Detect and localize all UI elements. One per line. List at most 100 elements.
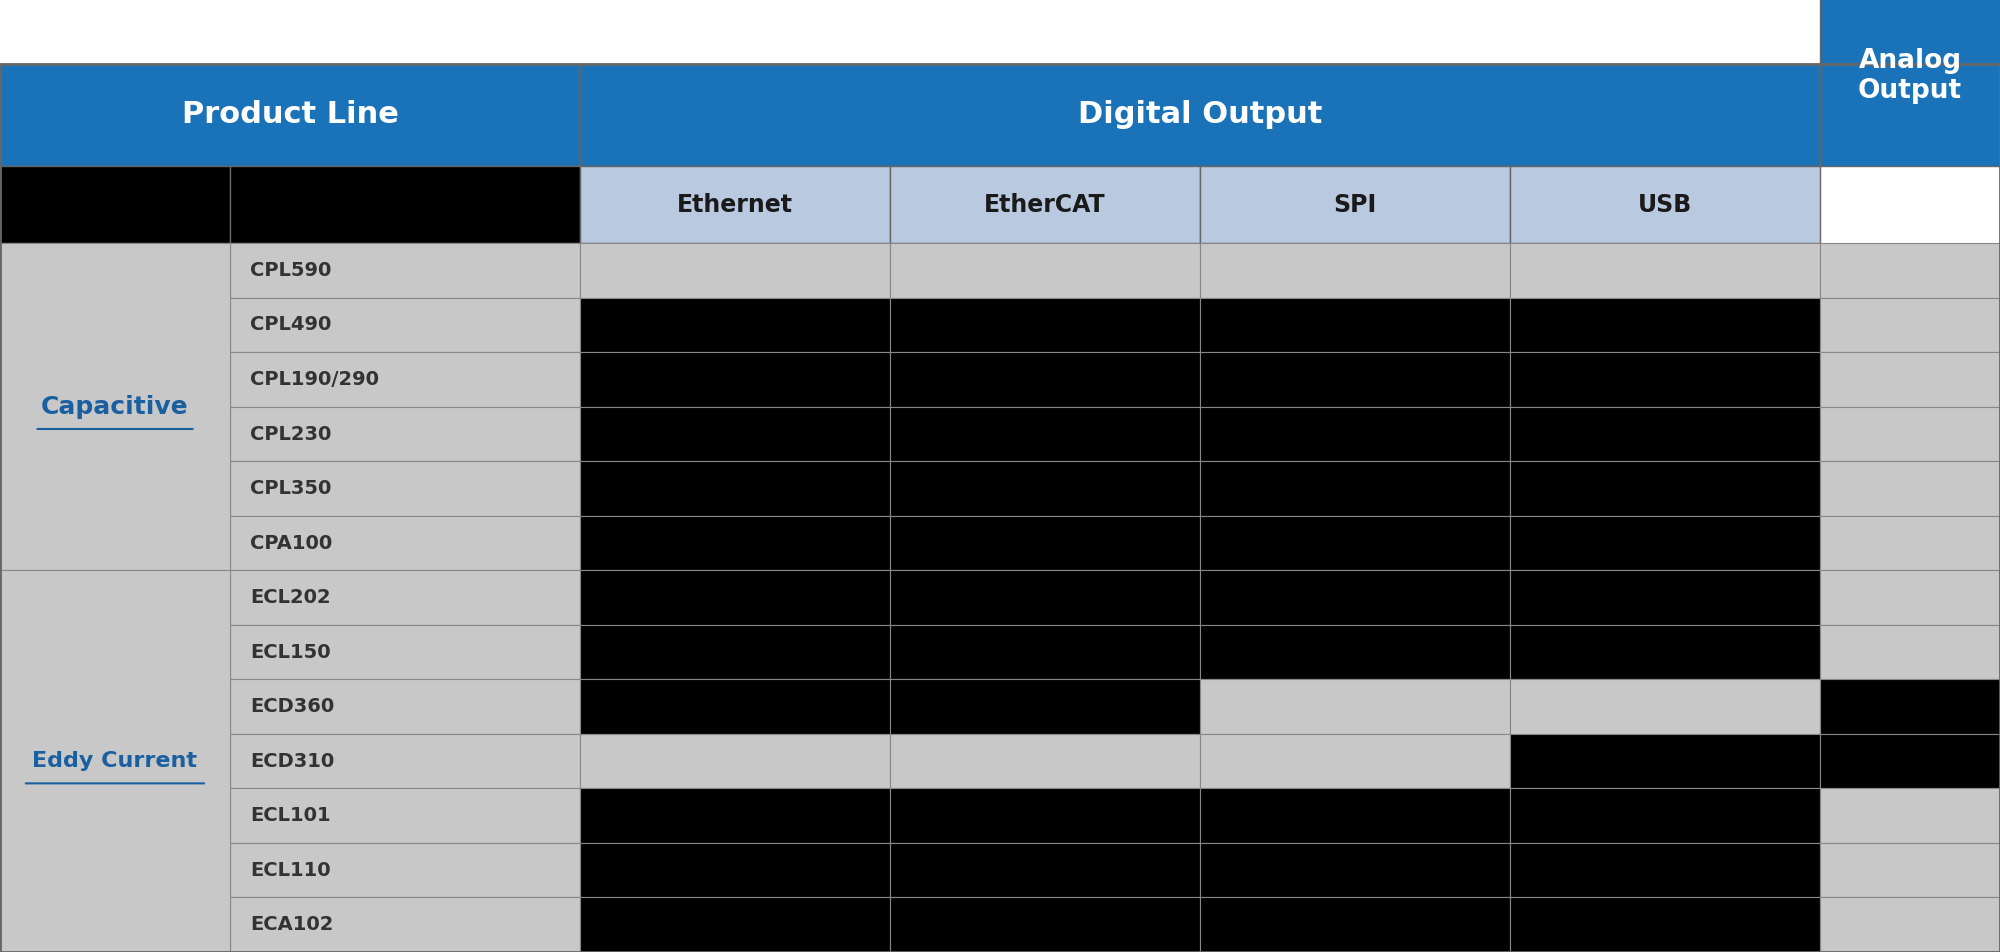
FancyBboxPatch shape [1200,298,1510,352]
FancyBboxPatch shape [1510,352,1820,407]
Text: CPL190/290: CPL190/290 [250,370,380,389]
FancyBboxPatch shape [890,298,1200,352]
Text: Ethernet: Ethernet [676,192,792,216]
FancyBboxPatch shape [580,680,890,734]
FancyBboxPatch shape [1820,352,2000,407]
Text: SPI: SPI [1334,192,1376,216]
Text: Product Line: Product Line [182,100,398,129]
FancyBboxPatch shape [1200,788,1510,843]
FancyBboxPatch shape [1510,625,1820,680]
Text: ECA102: ECA102 [250,915,334,934]
FancyBboxPatch shape [890,570,1200,625]
FancyBboxPatch shape [230,516,580,570]
FancyBboxPatch shape [580,788,890,843]
FancyBboxPatch shape [1820,734,2000,788]
Text: Analog
Output: Analog Output [1858,49,1962,104]
FancyBboxPatch shape [230,298,580,352]
FancyBboxPatch shape [1200,570,1510,625]
FancyBboxPatch shape [580,898,890,952]
Text: CPL590: CPL590 [250,261,332,280]
FancyBboxPatch shape [1820,898,2000,952]
FancyBboxPatch shape [1200,462,1510,516]
FancyBboxPatch shape [1820,570,2000,625]
FancyBboxPatch shape [1200,625,1510,680]
FancyBboxPatch shape [0,64,580,166]
FancyBboxPatch shape [1200,843,1510,898]
Text: CPL350: CPL350 [250,479,332,498]
Text: ECL110: ECL110 [250,861,330,880]
Text: USB: USB [1638,192,1692,216]
FancyBboxPatch shape [890,462,1200,516]
FancyBboxPatch shape [580,166,890,243]
FancyBboxPatch shape [230,352,580,407]
FancyBboxPatch shape [1200,898,1510,952]
FancyBboxPatch shape [890,788,1200,843]
FancyBboxPatch shape [230,625,580,680]
FancyBboxPatch shape [1510,680,1820,734]
FancyBboxPatch shape [1510,898,1820,952]
FancyBboxPatch shape [1820,243,2000,298]
FancyBboxPatch shape [1820,462,2000,516]
Text: CPA100: CPA100 [250,533,332,552]
FancyBboxPatch shape [1820,625,2000,680]
FancyBboxPatch shape [1200,734,1510,788]
FancyBboxPatch shape [890,843,1200,898]
FancyBboxPatch shape [230,462,580,516]
FancyBboxPatch shape [890,166,1200,243]
FancyBboxPatch shape [890,243,1200,298]
FancyBboxPatch shape [1200,243,1510,298]
Text: ECL101: ECL101 [250,806,330,825]
FancyBboxPatch shape [0,570,230,952]
FancyBboxPatch shape [580,243,890,298]
FancyBboxPatch shape [1510,734,1820,788]
FancyBboxPatch shape [580,352,890,407]
FancyBboxPatch shape [230,898,580,952]
FancyBboxPatch shape [890,898,1200,952]
FancyBboxPatch shape [1200,166,1510,243]
FancyBboxPatch shape [230,734,580,788]
Text: CPL230: CPL230 [250,425,332,444]
FancyBboxPatch shape [230,680,580,734]
FancyBboxPatch shape [580,843,890,898]
FancyBboxPatch shape [580,625,890,680]
FancyBboxPatch shape [890,680,1200,734]
FancyBboxPatch shape [1820,680,2000,734]
FancyBboxPatch shape [1510,462,1820,516]
FancyBboxPatch shape [580,570,890,625]
FancyBboxPatch shape [1820,516,2000,570]
FancyBboxPatch shape [1820,0,2000,166]
FancyBboxPatch shape [1820,407,2000,462]
FancyBboxPatch shape [1510,243,1820,298]
FancyBboxPatch shape [890,734,1200,788]
FancyBboxPatch shape [580,516,890,570]
Text: ECD360: ECD360 [250,697,334,716]
FancyBboxPatch shape [580,734,890,788]
FancyBboxPatch shape [1820,843,2000,898]
Text: ECD310: ECD310 [250,752,334,771]
FancyBboxPatch shape [580,298,890,352]
FancyBboxPatch shape [0,166,230,243]
FancyBboxPatch shape [1200,680,1510,734]
FancyBboxPatch shape [230,243,580,298]
FancyBboxPatch shape [1510,788,1820,843]
FancyBboxPatch shape [230,407,580,462]
FancyBboxPatch shape [230,788,580,843]
FancyBboxPatch shape [1510,166,1820,243]
FancyBboxPatch shape [1510,298,1820,352]
FancyBboxPatch shape [580,462,890,516]
FancyBboxPatch shape [890,352,1200,407]
Text: Digital Output: Digital Output [1078,100,1322,129]
Text: Capacitive: Capacitive [42,395,188,419]
FancyBboxPatch shape [230,843,580,898]
Text: ECL150: ECL150 [250,643,330,662]
FancyBboxPatch shape [1510,516,1820,570]
FancyBboxPatch shape [0,243,230,570]
Text: EtherCAT: EtherCAT [984,192,1106,216]
FancyBboxPatch shape [1200,407,1510,462]
FancyBboxPatch shape [890,625,1200,680]
Text: ECL202: ECL202 [250,588,330,607]
Text: CPL490: CPL490 [250,315,332,334]
FancyBboxPatch shape [230,570,580,625]
FancyBboxPatch shape [230,166,580,243]
FancyBboxPatch shape [1510,407,1820,462]
